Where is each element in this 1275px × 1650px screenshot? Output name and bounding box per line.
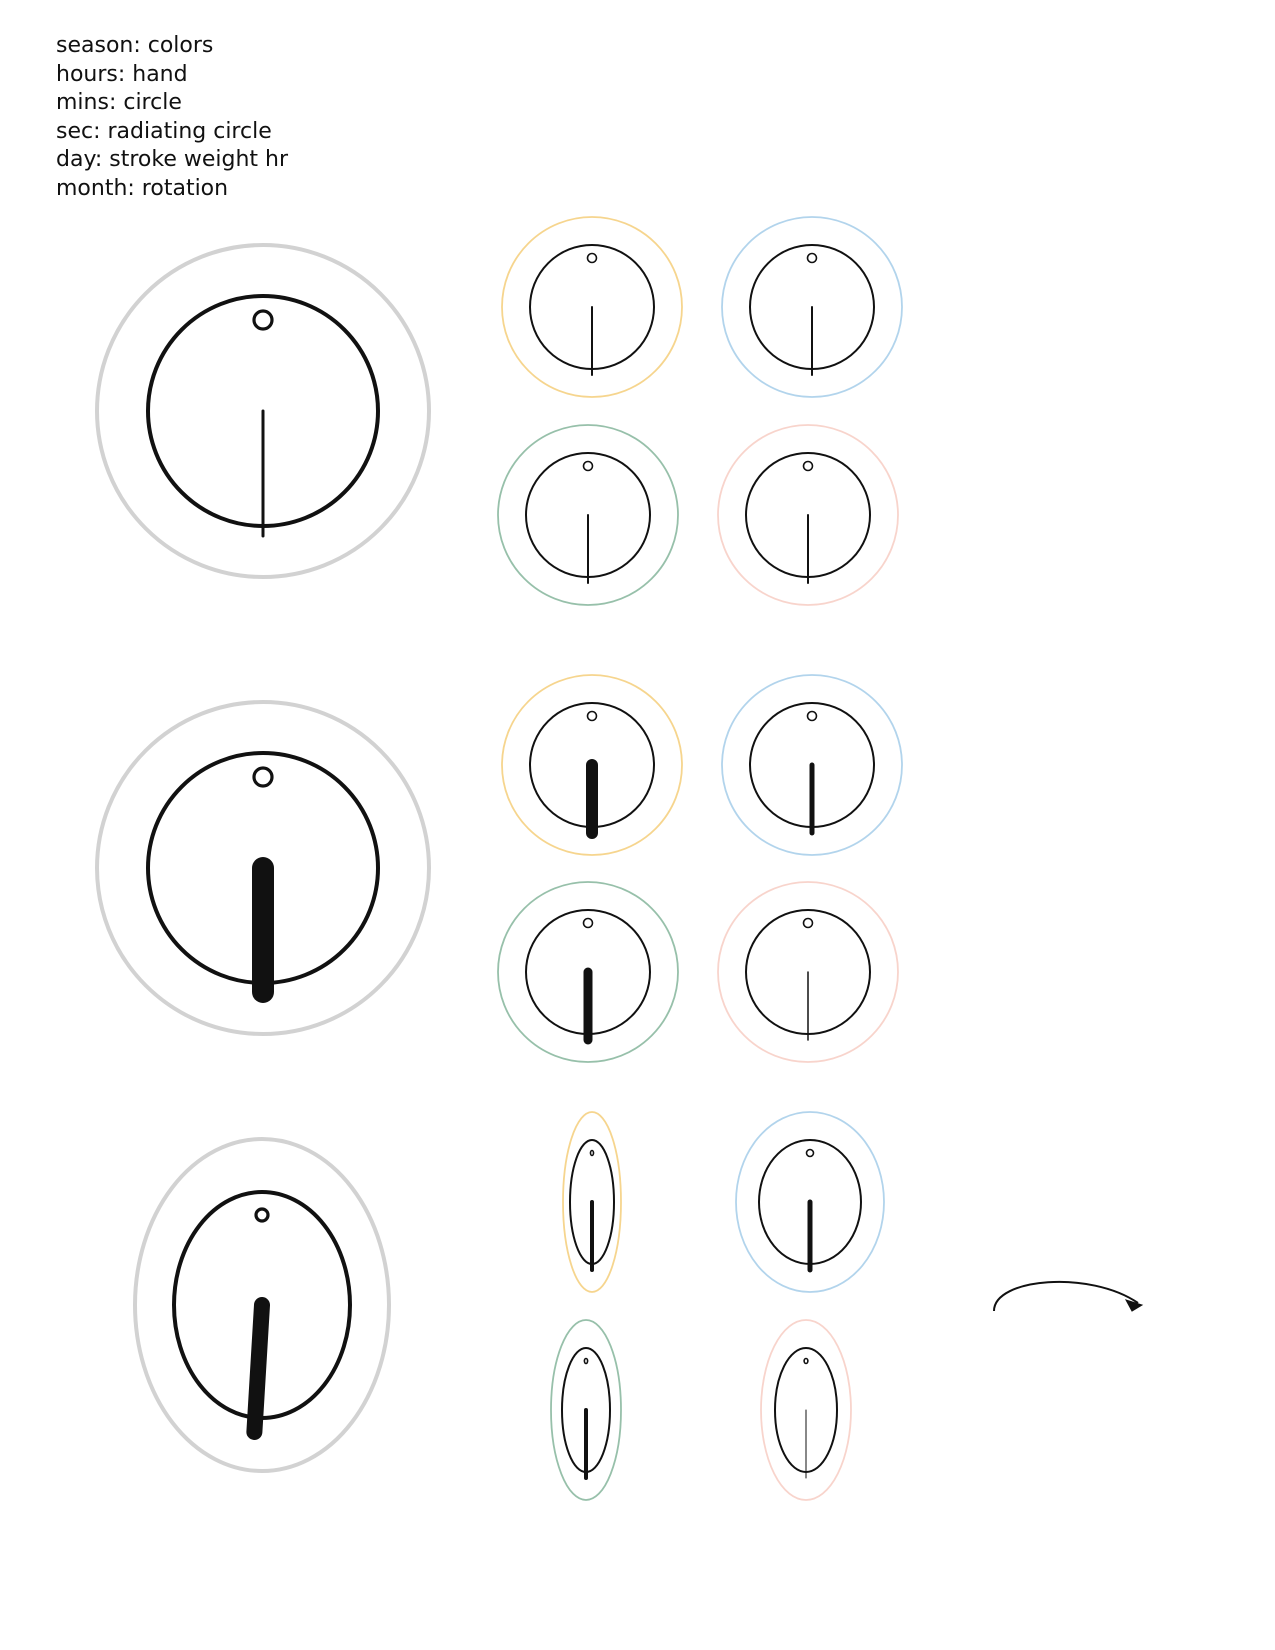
twelve-marker: [806, 710, 818, 722]
seconds-radiating-circle: [717, 424, 899, 606]
seconds-radiating-circle: [717, 881, 899, 1063]
seconds-radiating-circle: [133, 1137, 391, 1473]
seconds-radiating-circle: [501, 216, 683, 398]
seconds-radiating-circle: [497, 424, 679, 606]
rotation-row: [133, 1111, 885, 1501]
hour-hand-row: [95, 216, 903, 606]
legend-sec: sec: radiating circle: [56, 118, 272, 144]
seconds-radiating-circle: [550, 1319, 622, 1501]
twelve-marker: [252, 766, 274, 788]
twelve-marker: [586, 710, 598, 722]
legend-month: month: rotation: [56, 175, 229, 201]
twelve-marker: [589, 1149, 595, 1157]
twelve-marker: [805, 1148, 815, 1158]
curved-arrow-icon: [993, 1280, 1144, 1312]
seconds-radiating-circle: [95, 243, 431, 579]
seconds-radiating-circle: [735, 1111, 885, 1293]
legend-season: season: colors: [56, 33, 214, 58]
legend-hours: hours: hand: [56, 61, 188, 87]
twelve-marker: [583, 1357, 589, 1365]
seconds-radiating-circle: [721, 674, 903, 856]
hour-hand: [246, 1297, 270, 1440]
seconds-radiating-circle: [95, 700, 431, 1036]
arrow-head: [1124, 1299, 1144, 1312]
twelve-marker: [586, 252, 598, 264]
twelve-marker: [802, 460, 814, 472]
seconds-radiating-circle: [721, 216, 903, 398]
twelve-marker: [254, 1207, 270, 1223]
twelve-marker: [582, 460, 594, 472]
arrow-curve: [993, 1280, 1139, 1312]
legend: season: colors hours: hand mins: circle …: [56, 32, 288, 204]
seconds-radiating-circle: [501, 674, 683, 856]
stroke-weight-row: [95, 674, 903, 1063]
twelve-marker: [803, 1357, 809, 1365]
twelve-marker: [802, 917, 814, 929]
seconds-radiating-circle: [497, 881, 679, 1063]
seconds-radiating-circle: [562, 1111, 622, 1293]
twelve-marker: [582, 917, 594, 929]
legend-day: day: stroke weight hr: [56, 147, 289, 173]
twelve-marker: [806, 252, 818, 264]
seconds-radiating-circle: [760, 1319, 852, 1501]
legend-mins: mins: circle: [56, 90, 182, 116]
twelve-marker: [252, 309, 274, 331]
